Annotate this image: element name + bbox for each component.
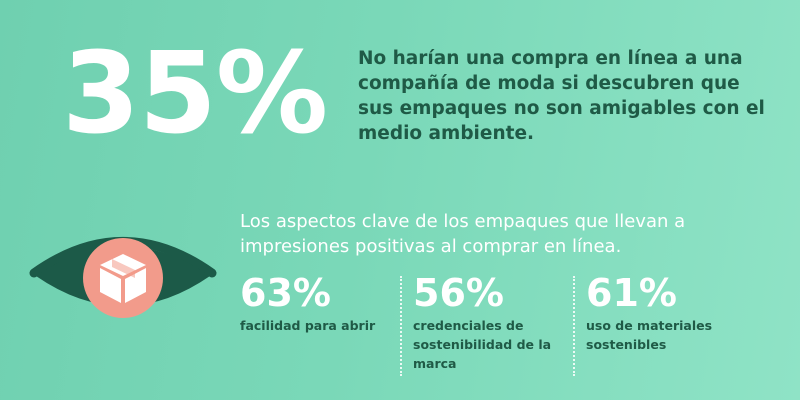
stat-sustainable-materials: 61% uso de materiales sostenibles: [586, 272, 736, 354]
stat-ease-of-opening: 63% facilidad para abrir: [240, 272, 390, 335]
stat-label: facilidad para abrir: [240, 318, 376, 333]
eye-icon: [28, 218, 218, 368]
package-box-icon: [100, 254, 146, 303]
stat-divider: [400, 276, 402, 376]
stat-value: 61%: [586, 271, 677, 315]
headline-description: No harían una compra en línea a una comp…: [358, 48, 765, 144]
stat-value: 56%: [413, 271, 504, 315]
headline-percentage: 35%: [62, 29, 328, 159]
stat-label: uso de materiales sostenibles: [586, 318, 713, 352]
stat-label: credenciales de sostenibilidad de la mar…: [413, 318, 552, 371]
section-subheading: Los aspectos clave de los empaques que l…: [240, 211, 686, 257]
stat-brand-sustainability: 56% credenciales de sostenibilidad de la…: [413, 272, 563, 373]
stat-divider: [573, 276, 575, 376]
stat-value: 63%: [240, 271, 331, 315]
